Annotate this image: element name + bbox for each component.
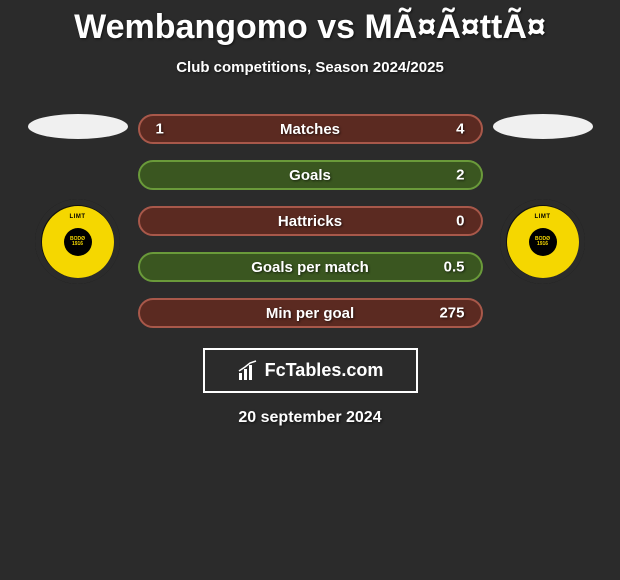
- subtitle: Club competitions, Season 2024/2025: [176, 59, 444, 76]
- stat-label: Goals per match: [251, 259, 369, 276]
- stats-comparison-card: Wembangomo vs MÃ¤Ã¤ttÃ¤ Club competition…: [0, 0, 620, 580]
- stat-label: Min per goal: [266, 305, 354, 322]
- stat-left-value: 1: [156, 121, 164, 138]
- stat-right-value: 275: [439, 305, 464, 322]
- watermark-text: FcTables.com: [265, 360, 384, 381]
- club-badge-top-text: LIMT: [70, 214, 86, 220]
- right-club-badge: LIMT BODØ 1916: [500, 199, 585, 284]
- page-title: Wembangomo vs MÃ¤Ã¤ttÃ¤: [74, 8, 546, 47]
- club-badge-inner: LIMT BODØ 1916: [507, 206, 579, 278]
- club-badge-core: BODØ 1916: [529, 228, 557, 256]
- stat-row: Goals 2: [138, 160, 483, 190]
- stat-right-value: 2: [456, 167, 464, 184]
- stat-row: Min per goal 275: [138, 298, 483, 328]
- stat-label: Matches: [280, 121, 340, 138]
- stat-row: Hattricks 0: [138, 206, 483, 236]
- club-badge-top-text: LIMT: [535, 214, 551, 220]
- chart-icon: [237, 360, 259, 382]
- stat-label: Hattricks: [278, 213, 342, 230]
- watermark[interactable]: FcTables.com: [203, 348, 418, 393]
- club-badge-core: BODØ 1916: [64, 228, 92, 256]
- right-player-avatar-placeholder: [493, 114, 593, 139]
- left-player-avatar-placeholder: [28, 114, 128, 139]
- stat-row: 1 Matches 4: [138, 114, 483, 144]
- left-club-badge: LIMT BODØ 1916: [35, 199, 120, 284]
- main-area: LIMT BODØ 1916 1 Matches 4 Goals 2 Hattricks 0…: [0, 114, 620, 328]
- club-badge-core-text2: 1916: [72, 242, 83, 247]
- stat-label: Goals: [289, 167, 331, 184]
- stat-row: Goals per match 0.5: [138, 252, 483, 282]
- right-player-col: LIMT BODØ 1916: [483, 114, 603, 284]
- club-badge-inner: LIMT BODØ 1916: [42, 206, 114, 278]
- left-player-col: LIMT BODØ 1916: [18, 114, 138, 284]
- stat-right-value: 4: [456, 121, 464, 138]
- stat-right-value: 0.5: [444, 259, 465, 276]
- club-badge-core-text2: 1916: [537, 242, 548, 247]
- stat-right-value: 0: [456, 213, 464, 230]
- stats-column: 1 Matches 4 Goals 2 Hattricks 0 Goals per match…: [138, 114, 483, 328]
- date: 20 september 2024: [238, 409, 381, 427]
